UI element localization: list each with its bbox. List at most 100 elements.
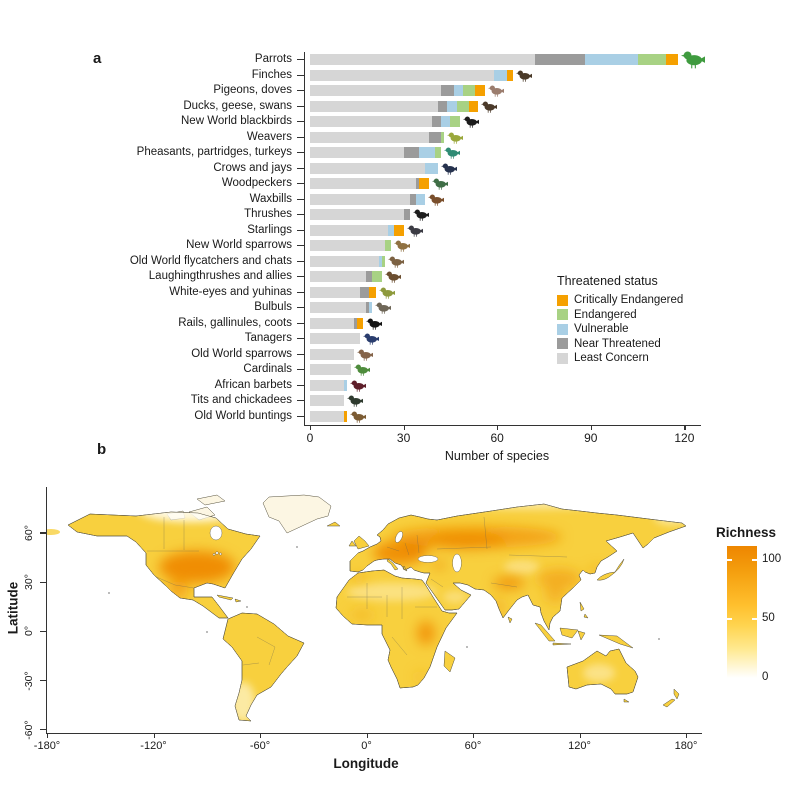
x-tick-mark (497, 425, 499, 430)
legend-label: Vulnerable (574, 323, 629, 336)
legend-items: Critically Endangered Endangered Vulnerabl… (557, 293, 683, 366)
y-tick-mark (297, 167, 304, 169)
y-tick-mark (297, 415, 304, 417)
bar-segment-cr (506, 69, 513, 81)
category-label: Old World sparrows (191, 347, 292, 360)
legend-label: Critically Endangered (574, 294, 684, 307)
bar-segment-lc (310, 395, 345, 407)
stacked-bar (310, 317, 364, 329)
bar-segment-nt (403, 147, 420, 159)
bar-segment-vu (378, 255, 382, 267)
legend-item: Vulnerable (557, 322, 683, 337)
map-y-tick-label: 60° (23, 524, 35, 541)
bar-segment-lc (310, 333, 360, 345)
y-tick-mark (297, 121, 304, 123)
bar-row: Weavers (0, 130, 800, 146)
map-x-tick-label: 120° (568, 740, 591, 752)
y-tick-mark (297, 105, 304, 107)
map-borders (147, 516, 568, 666)
y-tick-mark (297, 338, 304, 340)
legend-swatch (557, 352, 568, 364)
stacked-bar (310, 54, 679, 66)
category-label: Crows and jays (213, 161, 292, 174)
bird-illustration (366, 318, 383, 330)
x-tick-label: 30 (396, 431, 411, 445)
y-tick-mark (297, 322, 304, 324)
bar-row: Pigeons, doves (0, 83, 800, 99)
bar-segment-lc (310, 131, 429, 143)
bar-segment-lc (310, 54, 535, 66)
category-label: Starlings (247, 223, 292, 236)
colorbar-tick-mark (727, 559, 732, 562)
stacked-bar (310, 116, 460, 128)
bar-segment-lc (310, 240, 385, 252)
map-y-tick-label: -60° (23, 720, 35, 740)
x-tick-mark (403, 425, 405, 430)
bar-segment-en (434, 147, 442, 159)
bar-segment-cr (665, 54, 679, 66)
map-x-tick-mark (153, 733, 155, 738)
bar-segment-cr (475, 85, 485, 97)
legend-label: Least Concern (574, 352, 649, 365)
y-tick-mark (297, 136, 304, 138)
category-label: Ducks, geese, swans (183, 99, 292, 112)
category-label: Bulbuls (254, 301, 292, 313)
bar-segment-nt (359, 286, 370, 298)
map-x-tick-label: 180° (674, 740, 698, 752)
category-label: Parrots (254, 53, 292, 65)
bar-segment-nt (403, 209, 410, 221)
stacked-bar (310, 271, 382, 283)
bar-segment-nt (416, 178, 420, 190)
bar-segment-en (381, 255, 385, 267)
y-tick-mark (297, 245, 304, 247)
bar-row: Starlings (0, 223, 800, 239)
category-label: Tanagers (244, 332, 292, 344)
stacked-bar (310, 348, 354, 360)
map-land (67, 494, 686, 722)
bar-segment-nt (431, 116, 442, 128)
bar-segment-nt (441, 85, 454, 97)
stacked-bar (310, 147, 442, 159)
x-tick-label: 120 (674, 431, 695, 445)
category-label: Old World flycatchers and chats (129, 254, 292, 267)
map-y-axis-title: Latitude (5, 581, 21, 635)
bar-segment-lc (310, 302, 367, 314)
bar-row: Pheasants, partridges, turkeys (0, 145, 800, 161)
bar-segment-vu (388, 224, 395, 236)
bird-illustration (384, 271, 401, 283)
map-x-axis-title: Longitude (333, 756, 399, 771)
map-seas (209, 525, 462, 573)
map-outlines (67, 503, 686, 722)
stacked-bar (310, 193, 426, 205)
category-label: New World blackbirds (181, 115, 292, 127)
map-y-axis-line (45, 487, 47, 734)
x-tick-mark (590, 425, 592, 430)
map-x-tick-mark (260, 733, 262, 738)
bird-illustration (447, 132, 464, 144)
bar-segment-cr (419, 178, 429, 190)
bird-illustration (350, 380, 367, 392)
stacked-bar (310, 178, 429, 190)
map-x-axis-line (45, 733, 702, 735)
x-tick-label: 90 (584, 431, 598, 445)
bar-segment-lc (310, 410, 345, 422)
bird-illustration (444, 147, 461, 159)
category-label: African barbets (214, 378, 292, 391)
bar-row: New World blackbirds (0, 114, 800, 130)
map-x-tick-mark (47, 733, 49, 738)
threatened-status-legend: Threatened status Critically Endangered E… (557, 274, 683, 366)
bird-illustration (440, 163, 457, 175)
bar-segment-lc (310, 147, 404, 159)
map-x-tick-label: 60° (464, 740, 482, 752)
bar-segment-lc (310, 116, 432, 128)
bar-segment-lc (310, 85, 442, 97)
stacked-bar (310, 286, 376, 298)
bar-row: Old World buntings (0, 409, 800, 425)
category-label: Woodpeckers (221, 177, 292, 189)
legend-item: Least Concern (557, 351, 683, 366)
y-tick-mark (297, 384, 304, 386)
category-label: Cardinals (243, 363, 292, 375)
bar-segment-nt (428, 131, 442, 143)
colorbar-tick-mark (752, 618, 757, 621)
